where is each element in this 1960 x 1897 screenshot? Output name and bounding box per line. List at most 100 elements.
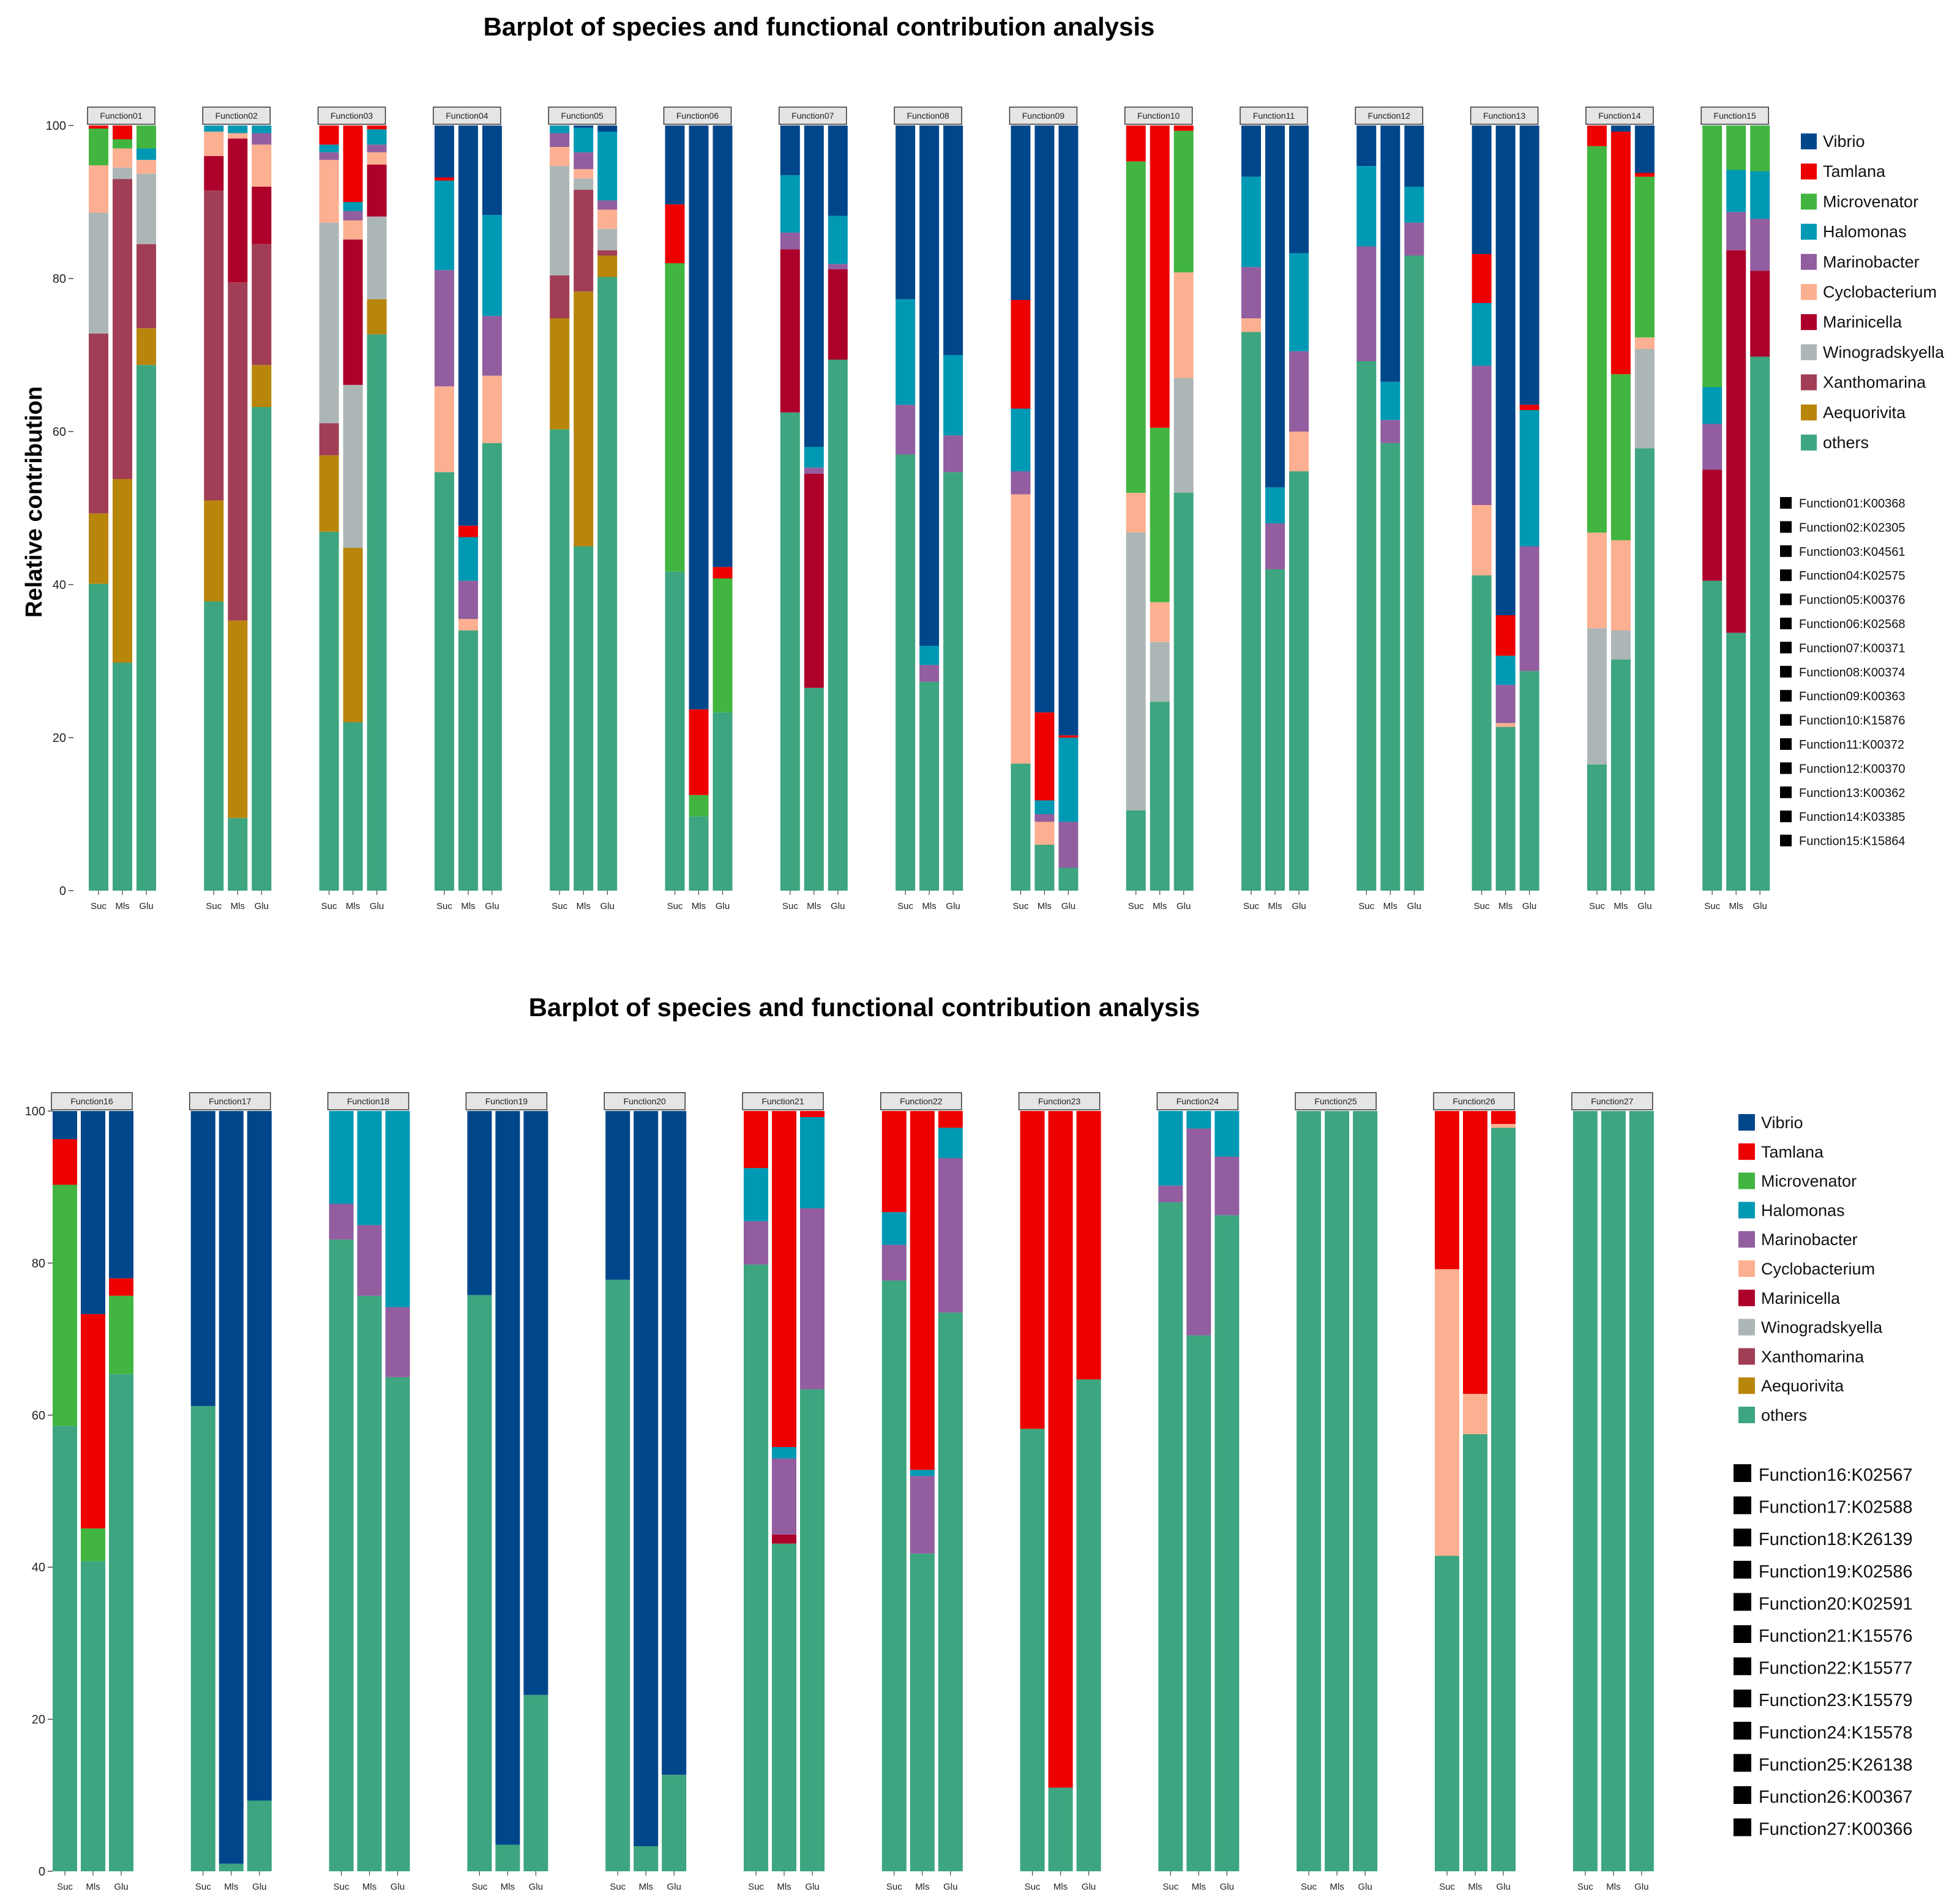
facet-strip	[1433, 1092, 1515, 1110]
bar-segment-xanthomarina	[574, 190, 594, 292]
x-tick-label-suc: Suc	[321, 901, 337, 911]
legend-label-cyclobacterium: Cyclobacterium	[1761, 1260, 1875, 1278]
x-tick-label-glu: Glu	[139, 901, 153, 911]
bar-segment-halomonas	[828, 215, 848, 264]
bar-segment-others	[1173, 493, 1194, 891]
bar-segment-marinobacter	[1011, 471, 1031, 495]
bar-segment-vibrio	[1034, 125, 1055, 713]
bar-segment-marinobacter	[385, 1307, 410, 1377]
bar-segment-others	[1587, 764, 1607, 891]
legend-label-vibrio: Vibrio	[1823, 132, 1865, 151]
facet-strip	[1124, 107, 1193, 125]
legend-label-cyclobacterium: Cyclobacterium	[1823, 283, 1937, 301]
x-tick-label-mls: Mls	[922, 901, 936, 911]
facet-strip-label: Function17	[209, 1096, 251, 1106]
bar-segment-tamlana	[1020, 1111, 1045, 1429]
x-tick-label-glu: Glu	[1496, 1882, 1510, 1892]
function-legend-label: Function10:K15876	[1799, 714, 1905, 728]
bar-segment-tamlana	[109, 1278, 133, 1296]
chart-2-y-tick-label: 100	[25, 1105, 45, 1118]
bar-segment-tamlana	[81, 1314, 105, 1528]
function-legend-key	[1734, 1818, 1751, 1836]
facet-strip-label: Function16	[70, 1096, 113, 1106]
bar-segment-xanthomarina	[319, 423, 339, 455]
legend-swatch-others	[1801, 435, 1817, 451]
bar-segment-tamlana	[881, 1111, 907, 1213]
x-tick-label-suc: Suc	[552, 901, 567, 911]
function-legend-label: Function20:K02591	[1759, 1594, 1913, 1614]
function-legend-key	[1780, 593, 1792, 605]
bar-segment-others	[804, 687, 824, 891]
bar-segment-vibrio	[81, 1111, 105, 1314]
legend-swatch-vibrio	[1801, 133, 1817, 149]
facet-strip	[465, 1092, 548, 1110]
legend-swatch-microvenator	[1801, 193, 1817, 210]
legend-label-marinobacter: Marinobacter	[1823, 253, 1920, 271]
bar-segment-tamlana	[665, 204, 685, 263]
bar-segment-halomonas	[1702, 387, 1722, 424]
function-legend-key	[1734, 1689, 1751, 1708]
bar-segment-vibrio	[804, 125, 824, 447]
bar-segment-microvenator	[1750, 125, 1770, 171]
bar-segment-cyclobacterium	[343, 220, 363, 240]
bar-segment-vibrio	[109, 1111, 133, 1279]
function-legend-label: Function14:K03385	[1799, 810, 1905, 824]
bar-segment-vibrio	[458, 125, 478, 526]
bar-segment-tamlana	[113, 125, 132, 140]
bar-segment-cyclobacterium	[1011, 494, 1031, 764]
legend-swatch-aequorivita	[1738, 1377, 1755, 1394]
facet-function24: Function24 Suc Mls Glu	[1156, 1092, 1240, 1892]
bar-segment-aequorivita	[204, 500, 224, 602]
bar-segment-others	[1034, 845, 1055, 891]
facet-strip	[779, 107, 847, 125]
function-legend-key	[1780, 762, 1792, 774]
function-legend-key	[1780, 642, 1792, 654]
bar-segment-halomonas	[1380, 381, 1401, 421]
bar-segment-marinobacter	[1034, 814, 1055, 822]
facet-strip	[51, 1092, 133, 1110]
bar-segment-others	[467, 1295, 492, 1871]
legend-label-xanthomarina: Xanthomarina	[1823, 373, 1926, 392]
x-tick-label-suc: Suc	[1025, 1882, 1041, 1892]
legend-swatch-marinicella	[1738, 1289, 1755, 1306]
bar-segment-marinobacter	[252, 133, 272, 145]
bar-segment-winogradskyella	[1610, 630, 1631, 660]
bar-segment-others	[1573, 1111, 1598, 1871]
bar-segment-microvenator	[1150, 427, 1170, 602]
bar-segment-others	[574, 546, 594, 891]
bar-segment-cyclobacterium	[550, 147, 570, 167]
facet-function14: Function14 Suc Mls Glu	[1585, 107, 1655, 911]
bar-segment-halomonas	[458, 537, 478, 581]
bar-segment-others	[1726, 632, 1746, 891]
bar-segment-marinobacter	[1519, 546, 1539, 672]
bar-segment-halomonas	[744, 1168, 768, 1222]
legend-label-others: others	[1823, 433, 1869, 452]
facet-strip-label: Function26	[1453, 1096, 1495, 1106]
x-tick-label-glu: Glu	[805, 1882, 819, 1892]
bar-segment-others	[634, 1846, 659, 1871]
bar-segment-vibrio	[523, 1111, 548, 1695]
bar-segment-others	[81, 1561, 105, 1871]
bar-segment-others	[458, 630, 478, 891]
bar-segment-marinobacter	[1158, 1185, 1183, 1203]
bar-segment-tamlana	[1634, 173, 1655, 177]
bar-segment-xanthomarina	[550, 275, 570, 318]
legend-label-marinobacter: Marinobacter	[1761, 1230, 1858, 1249]
facet-strip	[202, 107, 271, 125]
bar-segment-marinobacter	[1404, 222, 1424, 256]
bar-segment-others	[1289, 471, 1309, 891]
x-tick-label-mls: Mls	[346, 901, 360, 911]
facet-strip-label: Function07	[791, 111, 834, 121]
bar-segment-marinicella	[772, 1534, 796, 1544]
x-tick-label-mls: Mls	[1053, 1882, 1068, 1892]
bar-segment-cyclobacterium	[574, 169, 594, 179]
x-tick-label-suc: Suc	[667, 901, 683, 911]
bar-segment-xanthomarina	[89, 334, 108, 514]
facet-strip-label: Function06	[676, 111, 719, 121]
legend-label-tamlana: Tamlana	[1823, 162, 1886, 181]
chart-1-y-axis-label: Relative contribution	[21, 386, 47, 618]
chart-1-y-tick-label: 60	[53, 425, 66, 439]
bar-segment-microvenator	[137, 125, 156, 149]
bar-segment-marinobacter	[1495, 684, 1516, 724]
